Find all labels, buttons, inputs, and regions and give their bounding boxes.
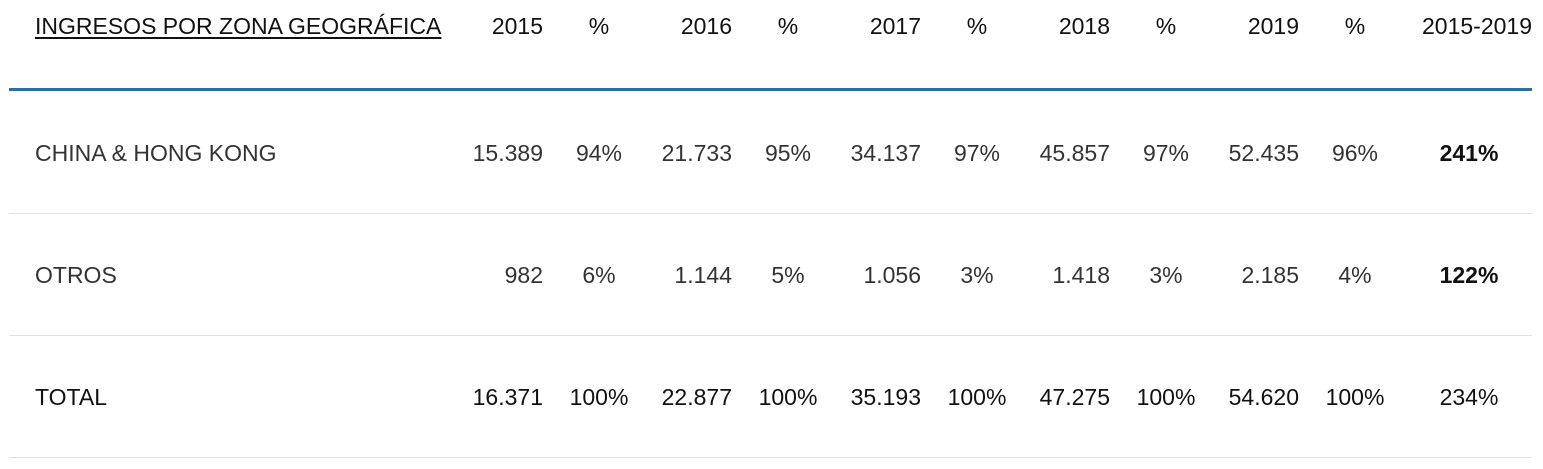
cell-2018: 45.857: [1039, 140, 1110, 166]
cell-pct-2017: 3%: [960, 262, 994, 288]
total-2019: 54.620: [1228, 384, 1299, 410]
cell-pct-2018: 3%: [1149, 262, 1183, 288]
cell-2016: 21.733: [661, 140, 732, 166]
column-header-growth: 2015-2019: [1422, 13, 1532, 39]
cell-2016: 1.144: [674, 262, 732, 288]
cell-growth: 241%: [1439, 140, 1499, 166]
table-row: CHINA & HONG KONG 15.389 94% 21.733 95% …: [9, 91, 1532, 214]
cell-pct-2019: 96%: [1331, 140, 1379, 166]
column-header-pct-2019: %: [1344, 13, 1366, 39]
cell-pct-2018: 97%: [1142, 140, 1190, 166]
total-pct-2017: 100%: [947, 384, 1007, 410]
total-pct-2018: 100%: [1136, 384, 1196, 410]
cell-pct-2015: 94%: [575, 140, 623, 166]
total-pct-2016: 100%: [758, 384, 818, 410]
cell-2015: 15.389: [472, 140, 543, 166]
cell-pct-2015: 6%: [582, 262, 616, 288]
total-label: TOTAL: [35, 384, 107, 410]
cell-2017: 1.056: [863, 262, 921, 288]
table-total-row: TOTAL 16.371 100% 22.877 100% 35.193 100…: [9, 336, 1532, 458]
cell-2015: 982: [504, 262, 543, 288]
column-header-2015: 2015: [491, 13, 543, 39]
cell-2017: 34.137: [850, 140, 921, 166]
table-header-row: INGRESOS POR ZONA GEOGRÁFICA 2015 % 2016…: [9, 0, 1532, 91]
row-label: OTROS: [35, 262, 117, 288]
cell-growth: 122%: [1439, 262, 1499, 288]
total-2016: 22.877: [661, 384, 732, 410]
total-2015: 16.371: [472, 384, 543, 410]
total-pct-2019: 100%: [1325, 384, 1385, 410]
row-label: CHINA & HONG KONG: [35, 140, 277, 166]
cell-pct-2016: 95%: [764, 140, 812, 166]
column-header-pct-2015: %: [588, 13, 610, 39]
column-header-pct-2017: %: [966, 13, 988, 39]
revenue-by-region-table: INGRESOS POR ZONA GEOGRÁFICA 2015 % 2016…: [9, 0, 1532, 458]
table-row: OTROS 982 6% 1.144 5% 1.056 3% 1.418 3% …: [9, 214, 1532, 336]
cell-pct-2019: 4%: [1338, 262, 1372, 288]
total-growth: 234%: [1439, 384, 1499, 410]
column-header-2017: 2017: [869, 13, 921, 39]
cell-pct-2016: 5%: [771, 262, 805, 288]
cell-2019: 52.435: [1228, 140, 1299, 166]
column-header-pct-2016: %: [777, 13, 799, 39]
column-header-2016: 2016: [680, 13, 732, 39]
column-header-2018: 2018: [1058, 13, 1110, 39]
column-header-2019: 2019: [1247, 13, 1299, 39]
total-2017: 35.193: [850, 384, 921, 410]
cell-2019: 2.185: [1241, 262, 1299, 288]
column-header-pct-2018: %: [1155, 13, 1177, 39]
cell-2018: 1.418: [1052, 262, 1110, 288]
table-title: INGRESOS POR ZONA GEOGRÁFICA: [35, 13, 442, 39]
cell-pct-2017: 97%: [953, 140, 1001, 166]
total-pct-2015: 100%: [569, 384, 629, 410]
total-2018: 47.275: [1039, 384, 1110, 410]
